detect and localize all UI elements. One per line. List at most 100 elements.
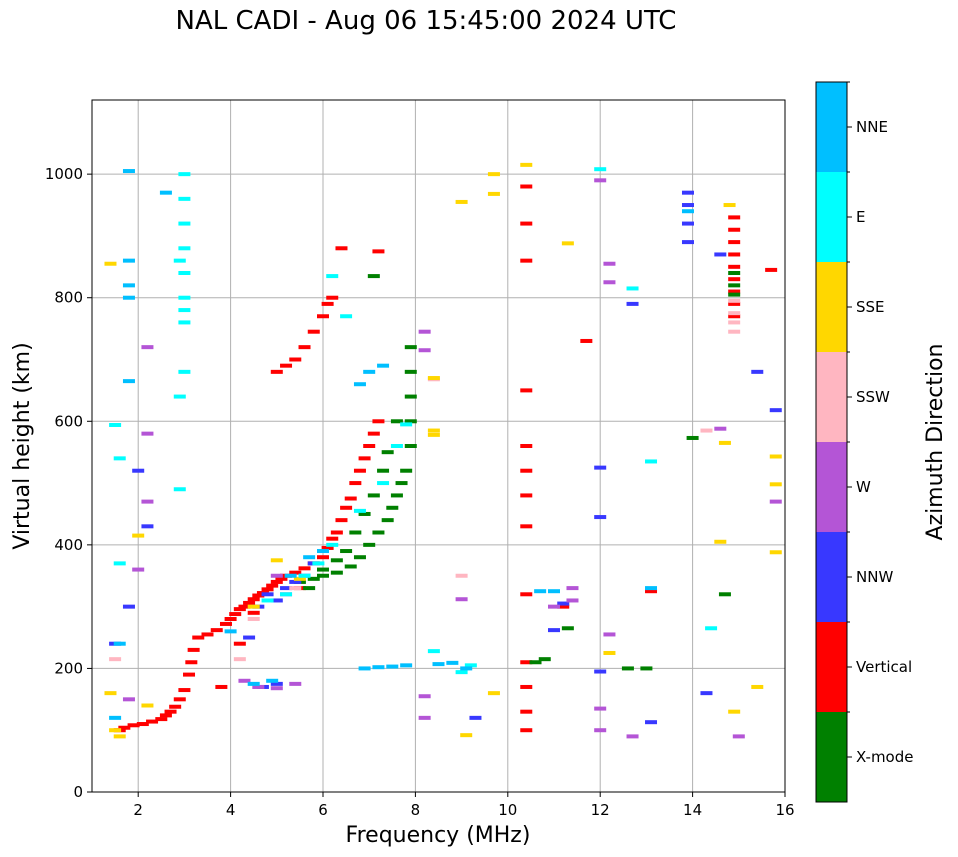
data-point (700, 691, 713, 696)
x-tick-label: 16 (775, 801, 794, 819)
data-point (728, 709, 741, 714)
data-point (247, 597, 260, 602)
data-point (280, 363, 293, 368)
data-point (159, 713, 172, 718)
data-point (377, 468, 390, 473)
data-point (113, 734, 126, 739)
data-point (728, 215, 741, 220)
data-point (353, 468, 366, 473)
data-point (487, 172, 500, 177)
series-w (122, 178, 782, 739)
data-point (298, 566, 311, 571)
data-point (317, 555, 329, 560)
data-point (626, 301, 639, 306)
data-point (109, 657, 122, 662)
data-point (400, 468, 413, 473)
y-tick-label: 600 (54, 412, 83, 430)
data-point (603, 650, 616, 655)
data-point (769, 454, 782, 459)
colorbar-tick-label: Vertical (856, 658, 912, 676)
data-point (178, 221, 191, 226)
series-e (109, 167, 718, 675)
data-point (566, 586, 579, 591)
data-point (561, 626, 574, 631)
colorbar-tick-label: SSE (856, 298, 885, 316)
data-point (164, 709, 177, 714)
data-point (594, 465, 607, 470)
data-point (219, 621, 232, 626)
data-point (344, 496, 357, 501)
data-point (700, 428, 713, 433)
data-point (645, 459, 658, 464)
data-point (136, 722, 149, 727)
data-point (326, 295, 339, 300)
data-point (381, 450, 394, 455)
data-point (377, 363, 390, 368)
data-point (178, 308, 191, 313)
series-vertical (113, 184, 778, 733)
data-point (626, 734, 639, 739)
data-point (400, 422, 413, 427)
data-point (520, 684, 533, 689)
data-point (594, 167, 607, 172)
data-point (178, 271, 191, 275)
data-point (233, 657, 246, 662)
colorbar-segment (816, 82, 847, 172)
data-point (298, 345, 311, 350)
data-point (404, 369, 417, 374)
data-point (146, 719, 159, 724)
data-point (404, 345, 417, 350)
data-point (621, 666, 634, 671)
data-point (594, 515, 607, 520)
data-point (718, 440, 731, 445)
data-point (728, 252, 741, 257)
data-point (243, 635, 256, 640)
data-point (303, 555, 316, 560)
data-point (233, 641, 246, 646)
colorbar-frame (815, 81, 848, 803)
data-point (187, 647, 200, 652)
data-point (427, 649, 440, 654)
data-point (377, 481, 390, 486)
data-point (317, 567, 329, 572)
data-point (344, 564, 357, 569)
x-tick-label: 8 (411, 801, 421, 819)
data-point (751, 369, 764, 374)
data-point (395, 481, 408, 486)
colorbar-segment (816, 352, 847, 442)
data-point (557, 604, 570, 609)
data-point (714, 426, 727, 431)
x-tick-label: 14 (683, 801, 702, 819)
data-point (557, 601, 570, 606)
data-point (326, 542, 339, 547)
data-point (548, 628, 560, 633)
data-point (603, 261, 616, 266)
data-point (548, 589, 560, 594)
colorbar-tick-label: X-mode (856, 748, 913, 766)
data-point (561, 241, 574, 246)
data-point (520, 592, 533, 597)
x-axis-label: Frequency (MHz) (346, 823, 531, 848)
series-nne (109, 169, 694, 720)
data-point (141, 431, 154, 436)
data-point (238, 678, 251, 683)
colorbar-tick-label: NNE (856, 118, 888, 136)
data-point (681, 203, 694, 208)
data-point (386, 505, 399, 510)
data-point (109, 728, 122, 733)
data-point (122, 169, 135, 174)
data-point (367, 431, 380, 436)
data-point (303, 586, 316, 591)
data-point (372, 665, 385, 670)
data-point (122, 258, 135, 263)
data-point (307, 576, 320, 581)
colorbar-segment (816, 532, 847, 622)
data-point (270, 369, 283, 374)
data-point (243, 600, 256, 605)
data-point (714, 539, 727, 544)
colorbar: X-mode Vertical NNW W SSW SSE E NNE (815, 81, 913, 803)
series-sse (104, 162, 782, 739)
y-tick-label: 200 (54, 659, 83, 677)
data-point (178, 320, 191, 325)
y-tick-label: 400 (54, 536, 83, 554)
